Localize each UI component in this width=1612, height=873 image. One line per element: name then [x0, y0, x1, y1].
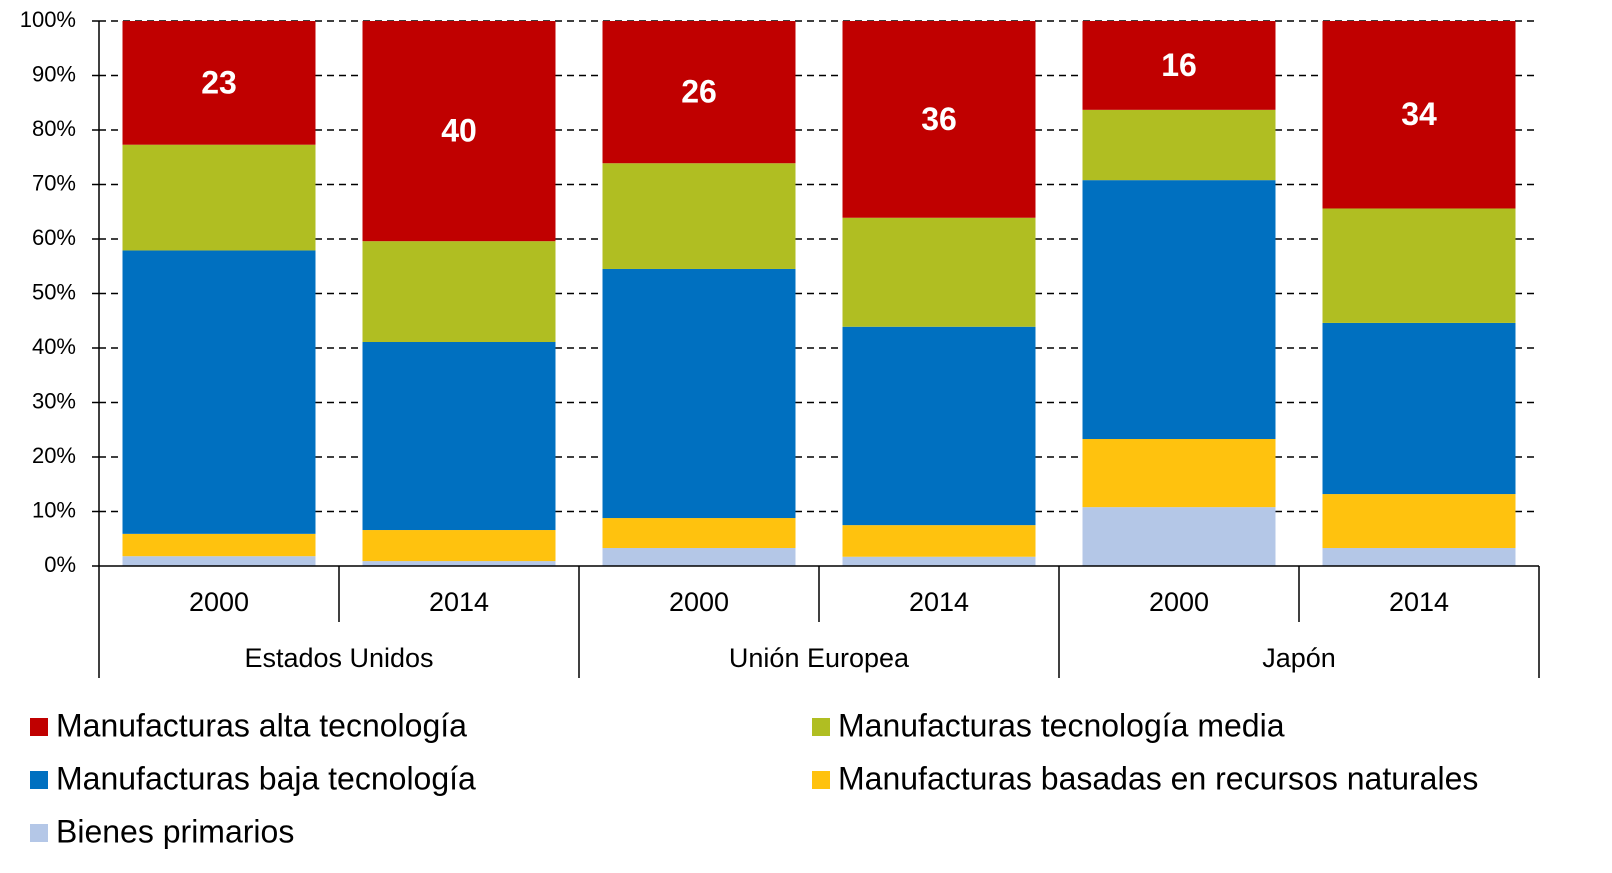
- x-tick-label: 2000: [669, 587, 729, 617]
- bar-segment: [362, 21, 556, 242]
- y-tick-label: 100%: [20, 7, 76, 32]
- bar-segment: [362, 241, 556, 343]
- y-tick-label: 0%: [44, 552, 76, 577]
- bar-segment: [842, 556, 1036, 566]
- legend-swatch: [812, 718, 830, 736]
- data-label: 26: [681, 74, 717, 110]
- y-tick-label: 60%: [32, 225, 76, 250]
- y-tick-label: 70%: [32, 170, 76, 195]
- data-label: 34: [1401, 96, 1437, 132]
- bar-segment: [1322, 494, 1516, 549]
- bar-segment: [122, 144, 316, 251]
- legend-label: Manufacturas tecnología media: [838, 707, 1285, 743]
- bar-segment: [122, 21, 316, 145]
- bar-segment: [842, 525, 1036, 557]
- bar-segment: [122, 250, 316, 534]
- y-tick-label: 10%: [32, 497, 76, 522]
- y-tick-label: 30%: [32, 388, 76, 413]
- bar-segment: [842, 217, 1036, 327]
- x-tick-label: 2014: [909, 587, 969, 617]
- bar-segment: [1322, 322, 1516, 495]
- data-label: 16: [1161, 47, 1197, 83]
- x-tick-label: 2014: [1389, 587, 1449, 617]
- y-tick-label: 40%: [32, 334, 76, 359]
- legend-label: Manufacturas basadas en recursos natural…: [838, 760, 1478, 796]
- legend-label: Manufacturas baja tecnología: [56, 760, 476, 796]
- legend-swatch: [30, 771, 48, 789]
- data-label: 36: [921, 101, 957, 137]
- group-label: Japón: [1262, 643, 1336, 673]
- y-tick-label: 20%: [32, 443, 76, 468]
- data-label: 40: [441, 113, 477, 149]
- bar-segment: [362, 530, 556, 562]
- y-tick-label: 90%: [32, 61, 76, 86]
- x-tick-label: 2000: [189, 587, 249, 617]
- legend-label: Manufacturas alta tecnología: [56, 707, 467, 743]
- group-label: Unión Europea: [729, 643, 910, 673]
- bar-segment: [1322, 208, 1516, 323]
- bar-segment: [602, 518, 796, 549]
- bar-segment: [122, 556, 316, 566]
- bar-segment: [842, 326, 1036, 526]
- y-tick-label: 80%: [32, 116, 76, 141]
- x-tick-label: 2000: [1149, 587, 1209, 617]
- bar-segment: [1082, 439, 1276, 508]
- legend-label: Bienes primarios: [56, 813, 294, 849]
- legend-swatch: [30, 824, 48, 842]
- bar-segment: [1322, 21, 1516, 209]
- legend-swatch: [812, 771, 830, 789]
- x-tick-label: 2014: [429, 587, 489, 617]
- bar-segment: [602, 268, 796, 519]
- bar-segment: [1082, 21, 1276, 110]
- data-label: 23: [201, 64, 237, 100]
- bar-segment: [1082, 507, 1276, 566]
- bar-segment: [602, 21, 796, 164]
- bar-segment: [1082, 180, 1276, 440]
- bar-segment: [1082, 109, 1276, 181]
- bar-segment: [362, 342, 556, 531]
- bar-segment: [122, 533, 316, 557]
- bar-segment: [602, 163, 796, 269]
- bar-segment: [362, 561, 556, 566]
- bar-segment: [842, 21, 1036, 218]
- bar-segment: [1322, 548, 1516, 566]
- group-label: Estados Unidos: [244, 643, 433, 673]
- y-tick-label: 50%: [32, 279, 76, 304]
- legend-swatch: [30, 718, 48, 736]
- bar-segment: [602, 548, 796, 566]
